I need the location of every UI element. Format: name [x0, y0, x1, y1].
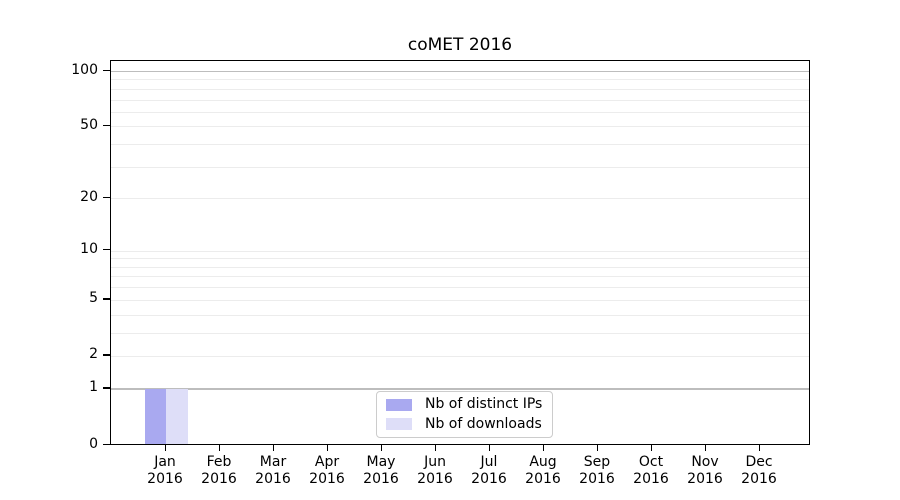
gridline [111, 166, 809, 168]
y-tick-label: 0 [89, 435, 98, 452]
y-tick-label: 20 [80, 188, 98, 205]
gridline [111, 79, 809, 81]
x-tick-label: May 2016 [363, 454, 399, 487]
gridline [111, 111, 809, 113]
gridline [111, 332, 809, 334]
x-tick-mark [758, 445, 760, 451]
x-tick-label: Jun 2016 [417, 454, 453, 487]
y-tick-label: 1 [89, 379, 98, 396]
y-tick-mark [103, 387, 110, 389]
bar-downloads [166, 388, 188, 444]
gridline [111, 276, 809, 278]
y-tick-label: 5 [89, 290, 98, 307]
x-tick-mark [272, 445, 274, 451]
y-tick-mark [103, 69, 110, 71]
gridline [111, 314, 809, 316]
legend-item-distinct-ips: Nb of distinct IPs [386, 396, 543, 413]
x-tick-label: Sep 2016 [579, 454, 615, 487]
x-tick-label: Dec 2016 [741, 454, 777, 487]
chart-title: coMET 2016 [407, 35, 513, 55]
y-tick-mark [103, 354, 110, 356]
x-tick-mark [704, 445, 706, 451]
y-tick-label: 10 [80, 241, 98, 258]
y-tick-mark [103, 249, 110, 251]
y-tick-mark [103, 124, 110, 127]
y-tick-label: 2 [89, 346, 98, 363]
gridline [111, 88, 809, 90]
x-tick-label: Nov 2016 [687, 454, 723, 487]
gridline [111, 99, 809, 101]
bar-distinct-ips [144, 388, 166, 444]
legend-swatch-downloads [386, 418, 412, 431]
gridline [111, 126, 809, 128]
y-tick-label: 50 [80, 116, 98, 133]
legend: Nb of distinct IPs Nb of downloads [376, 391, 553, 438]
x-tick-mark [596, 445, 598, 451]
legend-label-downloads: Nb of downloads [425, 415, 542, 432]
x-tick-mark [380, 445, 382, 451]
gridline [111, 250, 809, 252]
gridline [111, 144, 809, 146]
y-tick-label: 100 [71, 61, 98, 78]
gridline [111, 299, 809, 301]
x-tick-mark [650, 445, 652, 451]
gridline-major [111, 70, 809, 72]
gridline [111, 258, 809, 260]
x-tick-mark [542, 445, 544, 451]
x-tick-label: Oct 2016 [633, 454, 669, 487]
x-tick-label: Mar 2016 [255, 454, 291, 487]
x-tick-label: Feb 2016 [201, 454, 237, 487]
x-tick-label: Apr 2016 [309, 454, 345, 487]
legend-label-distinct-ips: Nb of distinct IPs [425, 396, 543, 413]
x-tick-label: Jan 2016 [147, 454, 183, 487]
gridline-major [111, 388, 809, 390]
plot-area [110, 60, 810, 445]
gridline [111, 355, 809, 357]
y-tick-mark [103, 298, 110, 300]
x-tick-mark [218, 445, 220, 451]
x-tick-mark [164, 445, 166, 451]
x-tick-mark [326, 445, 328, 451]
x-tick-label: Aug 2016 [525, 454, 561, 487]
legend-swatch-distinct-ips [386, 398, 412, 411]
x-tick-mark [488, 445, 490, 451]
x-tick-mark [434, 445, 436, 451]
gridline [111, 198, 809, 200]
gridline [111, 287, 809, 289]
y-tick-mark [103, 196, 110, 199]
x-tick-label: Jul 2016 [471, 454, 507, 487]
gridline [111, 266, 809, 268]
y-tick-mark [103, 443, 110, 445]
legend-item-downloads: Nb of downloads [386, 416, 543, 433]
